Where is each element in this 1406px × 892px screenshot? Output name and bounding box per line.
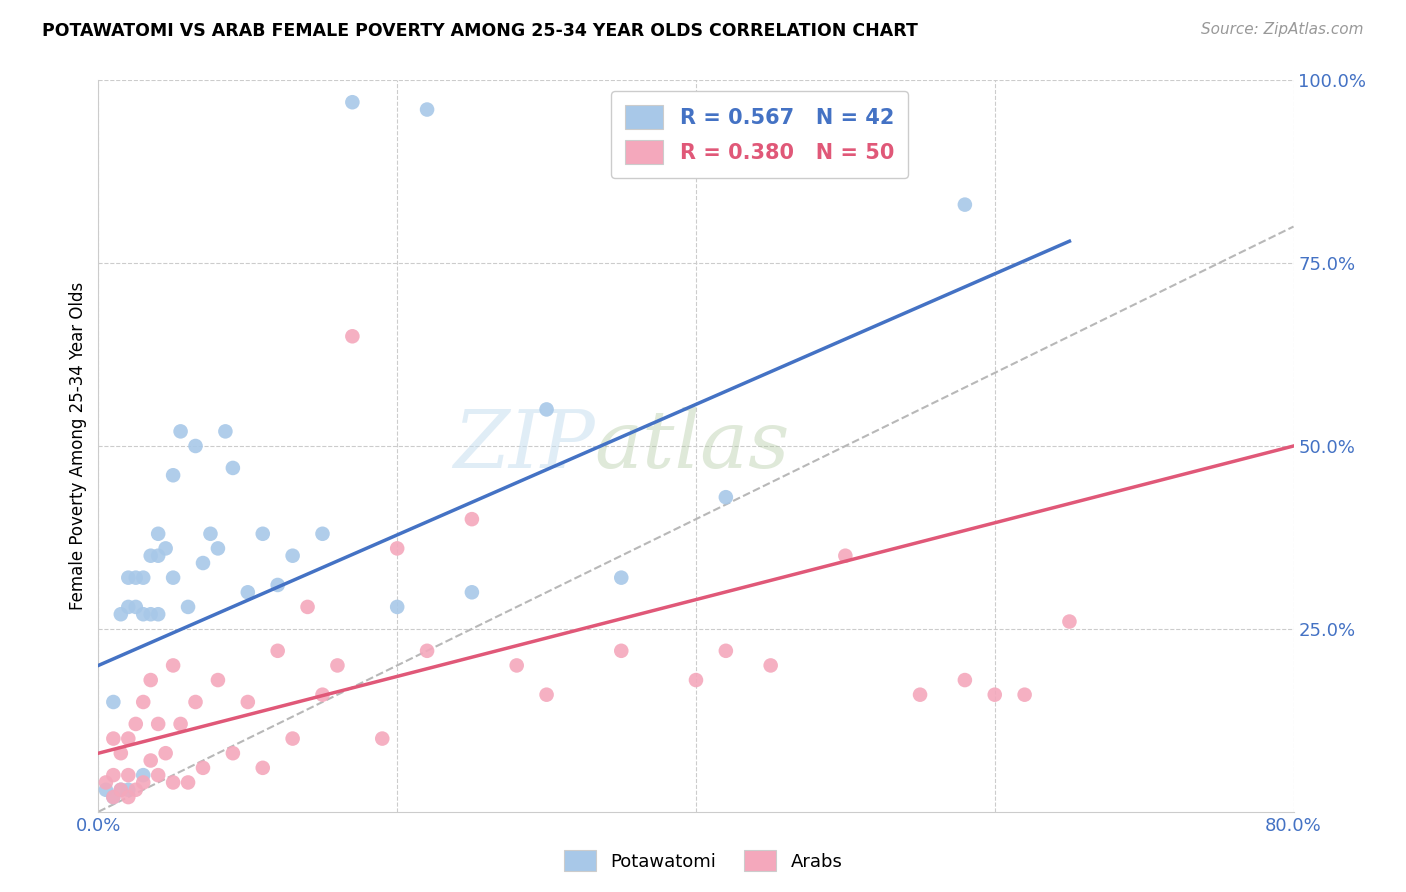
Y-axis label: Female Poverty Among 25-34 Year Olds: Female Poverty Among 25-34 Year Olds [69, 282, 87, 610]
Point [132, 571, 155, 585]
Legend: R = 0.567   N = 42, R = 0.380   N = 50: R = 0.567 N = 42, R = 0.380 N = 50 [610, 91, 908, 178]
Point [117, 599, 139, 614]
Point [610, 571, 633, 585]
Point [94, 775, 117, 789]
Point [385, 599, 409, 614]
Legend: Potawatomi, Arabs: Potawatomi, Arabs [557, 843, 849, 879]
Point [117, 571, 139, 585]
Point [148, 607, 170, 622]
Point [110, 746, 132, 760]
Point [148, 549, 170, 563]
Point [267, 644, 290, 658]
Point [155, 746, 177, 760]
Point [714, 490, 737, 504]
Point [236, 585, 259, 599]
Point [214, 425, 236, 439]
Point [953, 673, 976, 687]
Point [385, 541, 409, 556]
Point [94, 782, 117, 797]
Point [311, 526, 333, 541]
Point [110, 782, 132, 797]
Point [169, 425, 191, 439]
Point [908, 688, 931, 702]
Point [685, 673, 707, 687]
Point [1059, 615, 1081, 629]
Point [984, 688, 1007, 702]
Point [132, 768, 155, 782]
Point [117, 790, 139, 805]
Point [191, 761, 214, 775]
Point [139, 754, 162, 768]
Point [110, 782, 132, 797]
Point [103, 768, 125, 782]
Text: POTAWATOMI VS ARAB FEMALE POVERTY AMONG 25-34 YEAR OLDS CORRELATION CHART: POTAWATOMI VS ARAB FEMALE POVERTY AMONG … [42, 22, 918, 40]
Point [139, 673, 162, 687]
Point [132, 607, 155, 622]
Point [103, 695, 125, 709]
Point [148, 526, 170, 541]
Point [461, 512, 484, 526]
Point [148, 717, 170, 731]
Point [162, 775, 184, 789]
Point [177, 599, 200, 614]
Point [103, 790, 125, 805]
Point [139, 549, 162, 563]
Point [759, 658, 782, 673]
Text: ZIP: ZIP [453, 408, 595, 484]
Point [252, 761, 274, 775]
Point [222, 461, 245, 475]
Point [1014, 688, 1036, 702]
Point [139, 607, 162, 622]
Point [461, 585, 484, 599]
Point [184, 439, 207, 453]
Point [162, 571, 184, 585]
Point [191, 556, 214, 570]
Point [110, 607, 132, 622]
Text: atlas: atlas [595, 408, 790, 484]
Point [371, 731, 394, 746]
Point [125, 571, 148, 585]
Point [222, 746, 245, 760]
Point [326, 658, 349, 673]
Point [342, 95, 364, 110]
Point [177, 775, 200, 789]
Point [953, 197, 976, 211]
Point [714, 644, 737, 658]
Point [311, 688, 333, 702]
Point [536, 688, 558, 702]
Point [267, 578, 290, 592]
Text: Source: ZipAtlas.com: Source: ZipAtlas.com [1201, 22, 1364, 37]
Point [155, 541, 177, 556]
Point [416, 103, 439, 117]
Point [281, 549, 304, 563]
Point [125, 782, 148, 797]
Point [342, 329, 364, 343]
Point [103, 731, 125, 746]
Point [117, 782, 139, 797]
Point [103, 790, 125, 805]
Point [125, 717, 148, 731]
Point [184, 695, 207, 709]
Point [169, 717, 191, 731]
Point [207, 541, 229, 556]
Point [536, 402, 558, 417]
Point [207, 673, 229, 687]
Point [200, 526, 222, 541]
Point [610, 644, 633, 658]
Point [281, 731, 304, 746]
Point [148, 768, 170, 782]
Point [132, 695, 155, 709]
Point [125, 599, 148, 614]
Point [117, 768, 139, 782]
Point [297, 599, 319, 614]
Point [252, 526, 274, 541]
Point [236, 695, 259, 709]
Point [416, 644, 439, 658]
Point [834, 549, 856, 563]
Point [162, 468, 184, 483]
Point [162, 658, 184, 673]
Point [117, 731, 139, 746]
Point [506, 658, 529, 673]
Point [132, 775, 155, 789]
